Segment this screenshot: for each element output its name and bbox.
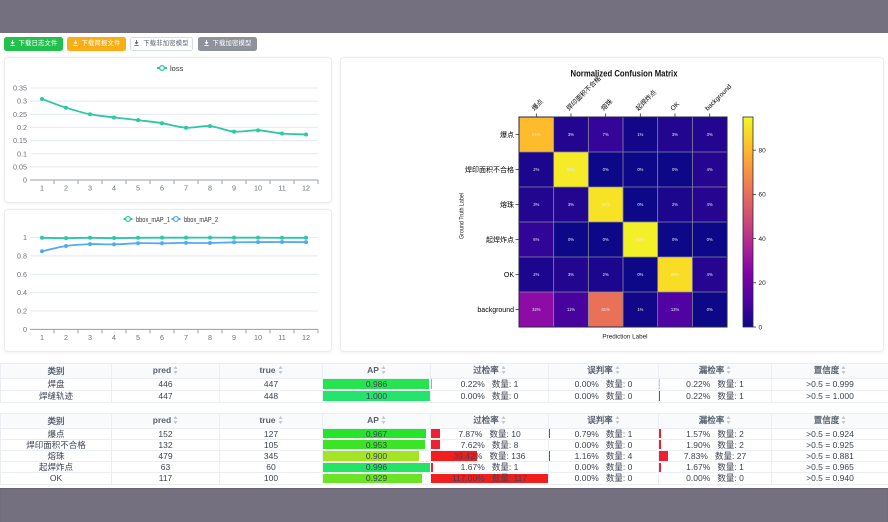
svg-text:11: 11 bbox=[278, 333, 285, 342]
svg-text:20: 20 bbox=[759, 280, 767, 287]
svg-text:0.15: 0.15 bbox=[13, 136, 27, 145]
svg-text:0%: 0% bbox=[603, 237, 609, 242]
svg-text:1%: 1% bbox=[637, 132, 643, 137]
svg-text:0: 0 bbox=[23, 325, 27, 334]
svg-text:0.4: 0.4 bbox=[17, 288, 27, 297]
svg-text:61%: 61% bbox=[601, 307, 610, 312]
svg-text:3%: 3% bbox=[568, 272, 574, 277]
svg-text:1: 1 bbox=[40, 184, 44, 193]
svg-text:0%: 0% bbox=[637, 202, 643, 207]
svg-text:92%: 92% bbox=[567, 167, 576, 172]
svg-text:熔珠: 熔珠 bbox=[500, 200, 514, 209]
svg-text:40: 40 bbox=[759, 236, 767, 243]
svg-text:1%: 1% bbox=[637, 307, 643, 312]
svg-text:1: 1 bbox=[23, 233, 27, 242]
svg-text:80: 80 bbox=[759, 147, 767, 154]
svg-text:0.25: 0.25 bbox=[13, 110, 27, 119]
svg-text:8: 8 bbox=[208, 184, 212, 193]
svg-text:4: 4 bbox=[112, 333, 116, 342]
svg-text:2%: 2% bbox=[672, 202, 678, 207]
svg-text:0.1: 0.1 bbox=[17, 149, 27, 158]
svg-text:0.05: 0.05 bbox=[13, 162, 27, 171]
svg-text:7%: 7% bbox=[603, 132, 609, 137]
svg-text:Prediction Label: Prediction Label bbox=[602, 334, 647, 341]
svg-text:OK: OK bbox=[669, 100, 681, 112]
svg-text:起焊炸点: 起焊炸点 bbox=[486, 235, 514, 244]
svg-text:4%: 4% bbox=[707, 272, 713, 277]
svg-text:13%: 13% bbox=[671, 307, 680, 312]
svg-text:0.3: 0.3 bbox=[17, 97, 27, 106]
svg-text:5: 5 bbox=[136, 184, 140, 193]
svg-text:89%: 89% bbox=[671, 272, 680, 277]
svg-text:3: 3 bbox=[88, 333, 92, 342]
svg-text:11%: 11% bbox=[567, 307, 575, 312]
svg-text:93%: 93% bbox=[636, 237, 645, 242]
svg-text:12: 12 bbox=[302, 333, 310, 342]
svg-text:bbox_mAP_2: bbox_mAP_2 bbox=[184, 215, 218, 224]
svg-text:0%: 0% bbox=[672, 237, 678, 242]
svg-text:5: 5 bbox=[136, 333, 140, 342]
svg-text:9: 9 bbox=[232, 184, 236, 193]
svg-text:0%: 0% bbox=[637, 167, 643, 172]
svg-text:7: 7 bbox=[184, 333, 188, 342]
svg-text:Normalized Confusion Matrix: Normalized Confusion Matrix bbox=[571, 69, 678, 79]
svg-text:loss: loss bbox=[170, 64, 184, 73]
svg-text:2%: 2% bbox=[533, 167, 539, 172]
svg-text:0%: 0% bbox=[672, 167, 678, 172]
svg-text:OK: OK bbox=[504, 272, 514, 279]
svg-text:0: 0 bbox=[23, 176, 27, 185]
svg-text:Ground Truth Label: Ground Truth Label bbox=[459, 193, 466, 239]
svg-text:6%: 6% bbox=[533, 237, 539, 242]
svg-text:9: 9 bbox=[232, 333, 236, 342]
svg-text:2%: 2% bbox=[533, 272, 539, 277]
svg-text:3%: 3% bbox=[533, 202, 539, 207]
svg-text:0%: 0% bbox=[568, 237, 574, 242]
svg-text:background: background bbox=[704, 83, 733, 112]
svg-text:6: 6 bbox=[160, 184, 164, 193]
svg-text:爆点: 爆点 bbox=[500, 130, 514, 139]
svg-text:熔珠: 熔珠 bbox=[599, 97, 615, 113]
svg-text:6: 6 bbox=[160, 333, 164, 342]
svg-text:3%: 3% bbox=[707, 132, 713, 137]
svg-text:90%: 90% bbox=[601, 202, 610, 207]
svg-text:7: 7 bbox=[184, 184, 188, 193]
svg-text:2: 2 bbox=[64, 333, 68, 342]
svg-text:0: 0 bbox=[759, 324, 763, 331]
svg-text:8: 8 bbox=[208, 333, 212, 342]
svg-text:焊印面积不合格: 焊印面积不合格 bbox=[564, 74, 603, 113]
svg-text:4%: 4% bbox=[707, 202, 713, 207]
svg-text:焊印面积不合格: 焊印面积不合格 bbox=[465, 165, 514, 174]
svg-text:0%: 0% bbox=[637, 272, 643, 277]
svg-text:12: 12 bbox=[302, 184, 310, 193]
svg-text:3: 3 bbox=[88, 184, 92, 193]
svg-text:3%: 3% bbox=[568, 202, 574, 207]
svg-text:background: background bbox=[477, 307, 514, 314]
svg-text:起焊炸点: 起焊炸点 bbox=[633, 87, 658, 112]
svg-text:1: 1 bbox=[40, 333, 44, 342]
svg-text:0%: 0% bbox=[603, 167, 609, 172]
svg-text:bbox_mAP_1: bbox_mAP_1 bbox=[136, 215, 170, 224]
svg-text:32%: 32% bbox=[532, 307, 541, 312]
svg-text:0.8: 0.8 bbox=[17, 251, 27, 260]
svg-text:11: 11 bbox=[278, 184, 285, 193]
svg-text:10: 10 bbox=[254, 184, 262, 193]
svg-text:60: 60 bbox=[759, 192, 767, 199]
svg-text:81%: 81% bbox=[532, 132, 541, 137]
svg-text:0%: 0% bbox=[707, 237, 713, 242]
svg-text:10: 10 bbox=[254, 333, 262, 342]
svg-text:2%: 2% bbox=[603, 272, 609, 277]
svg-text:3%: 3% bbox=[672, 132, 678, 137]
svg-text:0.2: 0.2 bbox=[17, 123, 27, 132]
svg-text:0%: 0% bbox=[707, 307, 713, 312]
svg-text:3%: 3% bbox=[568, 132, 574, 137]
svg-text:0.6: 0.6 bbox=[17, 270, 27, 279]
svg-text:4: 4 bbox=[112, 184, 116, 193]
svg-text:2: 2 bbox=[64, 184, 68, 193]
svg-text:4%: 4% bbox=[707, 167, 713, 172]
svg-text:0.35: 0.35 bbox=[13, 84, 27, 93]
svg-text:爆点: 爆点 bbox=[529, 97, 545, 113]
svg-text:0.2: 0.2 bbox=[17, 307, 27, 316]
